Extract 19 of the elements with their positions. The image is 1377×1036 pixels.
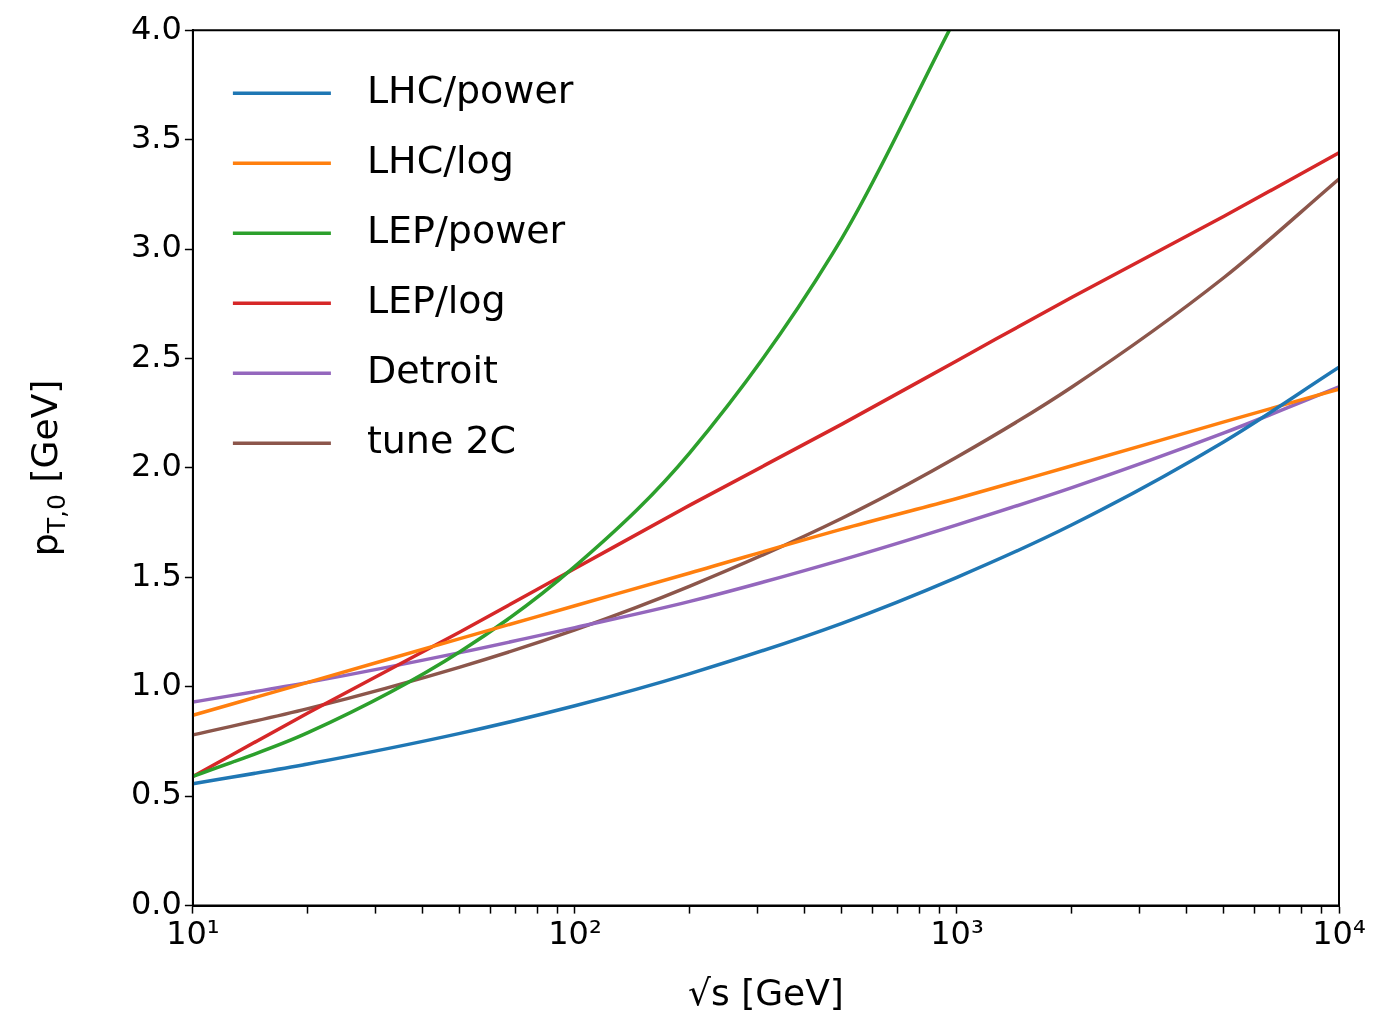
y-tick-label: 3.0	[131, 227, 182, 266]
y-tick-label: 3.5	[131, 117, 182, 156]
y-tick-label: 0.5	[131, 774, 182, 813]
legend-label: tune 2C	[366, 418, 517, 463]
y-tick-label: 1.5	[131, 555, 182, 594]
legend-label: LEP/power	[366, 208, 566, 253]
y-axis-title: pT,0 [GeV]	[24, 379, 72, 557]
legend-label: LHC/power	[366, 68, 574, 113]
y-tick-label: 2.5	[131, 336, 182, 375]
x-tick-label: 10⁴	[1312, 914, 1366, 953]
y-tick-label: 4.0	[131, 8, 182, 47]
legend-label: LHC/log	[366, 138, 514, 183]
x-axis-title: √s [GeV]	[688, 972, 844, 1014]
legend-label: Detroit	[366, 348, 498, 393]
legend-label: LEP/log	[366, 278, 506, 323]
x-tick-label: 10³	[930, 914, 984, 953]
y-tick-label: 2.0	[131, 446, 182, 485]
x-tick-label: 10²	[548, 914, 602, 953]
y-tick-label: 1.0	[131, 665, 182, 704]
